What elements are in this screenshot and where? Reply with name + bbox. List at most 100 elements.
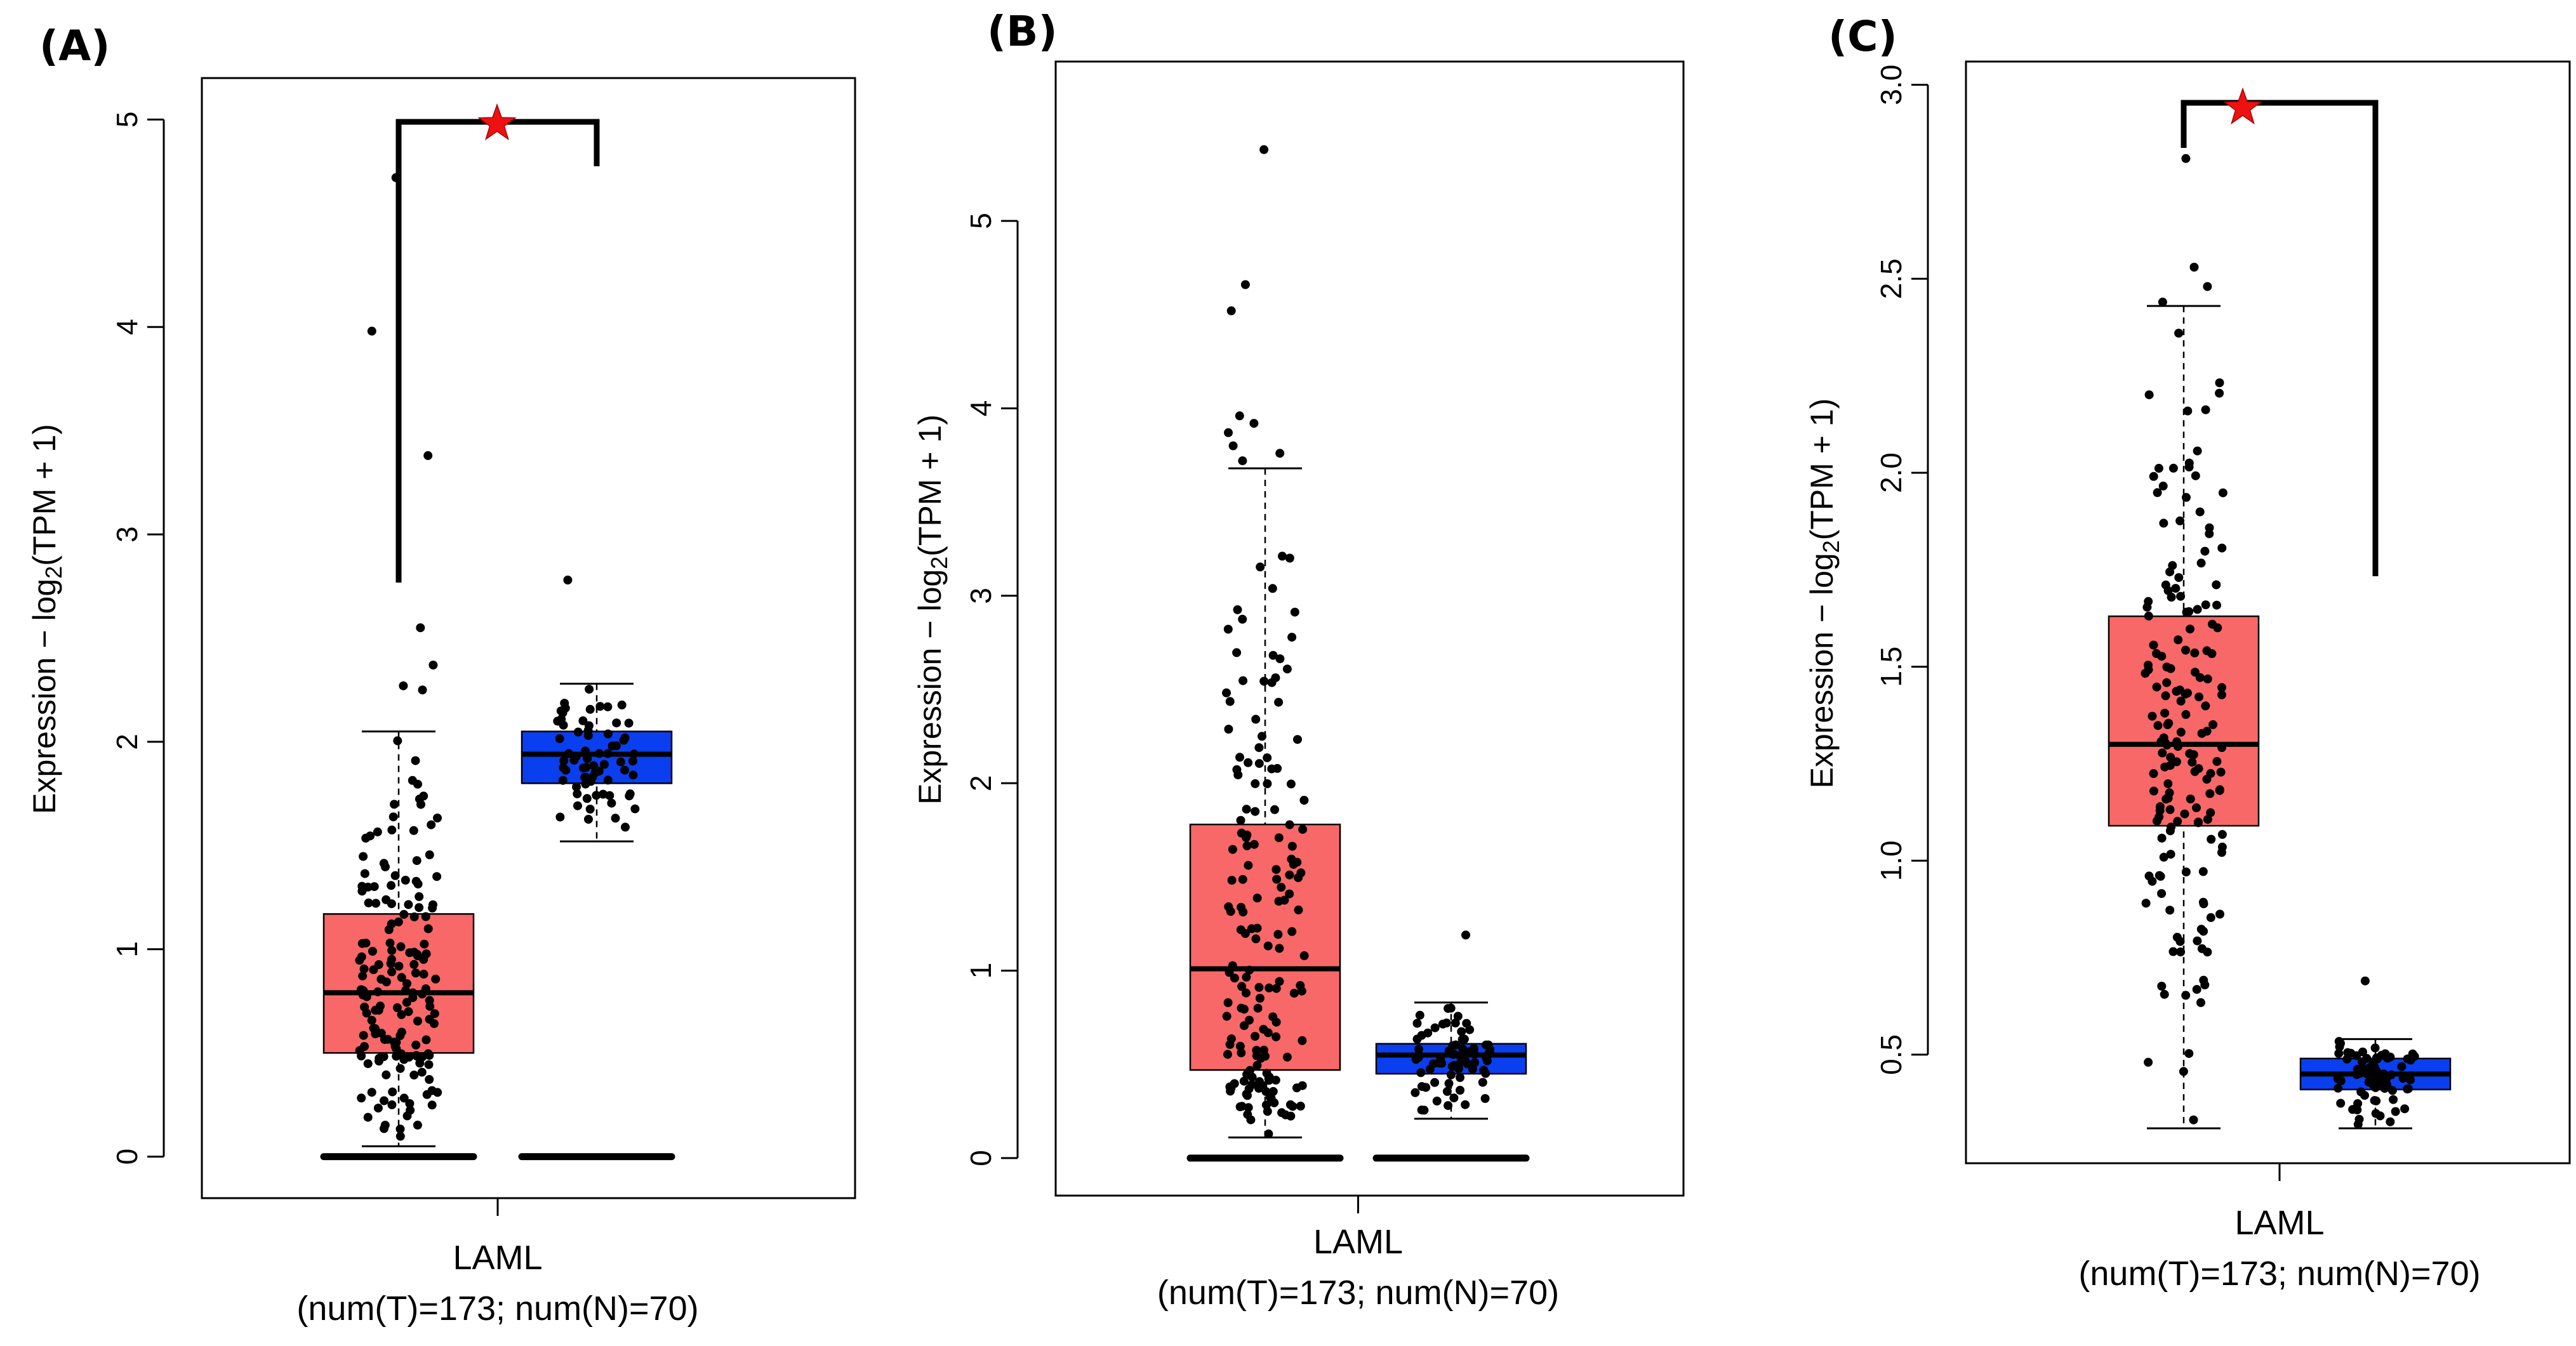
data-point <box>1238 874 1247 884</box>
data-point <box>423 924 433 934</box>
data-point <box>1235 411 1244 421</box>
data-point <box>382 1070 391 1079</box>
data-point <box>584 721 594 730</box>
data-point <box>419 791 428 801</box>
data-point <box>2183 406 2193 416</box>
y-axis-title-part: Expression − log <box>912 569 948 805</box>
y-tick-label: 0.5 <box>1875 1034 1908 1075</box>
data-point <box>393 736 402 746</box>
data-point <box>2168 947 2178 956</box>
data-point <box>392 1003 402 1012</box>
data-point <box>1430 1078 1440 1087</box>
data-point <box>1483 1050 1492 1059</box>
data-point <box>2198 897 2208 907</box>
data-point <box>2397 1062 2407 1071</box>
data-point <box>620 765 629 775</box>
data-point <box>589 761 599 770</box>
data-point <box>425 1051 434 1060</box>
data-point <box>387 954 396 964</box>
data-point <box>1274 833 1284 843</box>
data-point <box>1235 753 1244 762</box>
data-point <box>1222 1012 1232 1021</box>
data-point <box>571 752 581 762</box>
data-point <box>1244 861 1253 870</box>
data-point <box>1268 584 1277 593</box>
data-point <box>2188 758 2197 767</box>
data-point <box>387 967 397 977</box>
data-point <box>1251 1032 1259 1041</box>
data-point <box>412 1052 422 1061</box>
data-point <box>401 986 410 995</box>
data-point <box>2149 472 2158 481</box>
data-point <box>418 685 427 695</box>
data-point <box>2158 481 2168 491</box>
data-point <box>394 961 404 971</box>
data-point <box>1286 779 1296 789</box>
data-point <box>1449 1093 1459 1103</box>
data-point <box>1478 1078 1487 1087</box>
data-point <box>584 815 593 824</box>
data-point <box>399 909 409 919</box>
x-category-label: LAML <box>1313 1223 1403 1261</box>
data-point <box>2370 1043 2380 1053</box>
data-point <box>2156 871 2165 881</box>
data-point <box>555 812 565 822</box>
data-point <box>2142 602 2152 612</box>
data-point <box>2215 786 2224 795</box>
data-point <box>387 1100 397 1109</box>
data-point <box>2160 989 2169 999</box>
data-point <box>1245 965 1254 975</box>
data-point <box>605 791 614 800</box>
data-point <box>2206 808 2215 817</box>
data-point <box>355 1046 364 1055</box>
data-point <box>369 882 379 892</box>
data-point <box>2141 669 2150 678</box>
panel-label: (A) <box>39 22 110 70</box>
data-point <box>387 946 397 955</box>
data-point <box>586 777 595 786</box>
data-point <box>2202 774 2212 784</box>
data-point <box>411 968 420 978</box>
data-point <box>1251 715 1261 724</box>
data-point <box>2217 690 2226 699</box>
data-point <box>1254 982 1264 992</box>
data-point <box>1282 1052 1292 1062</box>
y-tick-label: 3 <box>964 588 997 604</box>
data-point <box>1289 860 1298 869</box>
data-point <box>1228 441 1238 451</box>
data-point <box>625 791 634 801</box>
data-point <box>2193 605 2202 614</box>
data-point <box>2176 591 2186 601</box>
data-point <box>1280 895 1289 905</box>
data-point <box>1287 927 1297 936</box>
box-group-N <box>2299 976 2452 1130</box>
data-point <box>2379 1078 2389 1086</box>
data-point <box>2189 1115 2198 1125</box>
data-point <box>2184 458 2194 468</box>
data-point <box>1282 664 1292 674</box>
data-point <box>2163 586 2173 595</box>
data-point <box>1442 1086 1452 1096</box>
data-point <box>399 1093 409 1103</box>
data-point <box>617 700 627 709</box>
data-point <box>1261 1087 1271 1096</box>
data-point <box>1458 1044 1468 1053</box>
data-point <box>1288 1102 1298 1111</box>
data-point <box>2398 1074 2408 1083</box>
data-point <box>360 869 369 878</box>
data-point <box>585 805 595 814</box>
y-axis-title-subscript: 2 <box>926 557 952 569</box>
data-point <box>364 898 373 907</box>
data-point <box>573 727 583 737</box>
data-point <box>620 733 630 742</box>
data-point <box>1244 1084 1254 1093</box>
data-point <box>395 1031 405 1040</box>
data-point <box>397 973 406 982</box>
data-point <box>1240 929 1250 938</box>
data-point <box>2201 600 2210 610</box>
data-point <box>2176 727 2186 737</box>
data-point <box>2184 1049 2194 1059</box>
data-point <box>2362 1053 2372 1063</box>
data-point <box>2149 769 2158 778</box>
data-point <box>2202 646 2212 656</box>
